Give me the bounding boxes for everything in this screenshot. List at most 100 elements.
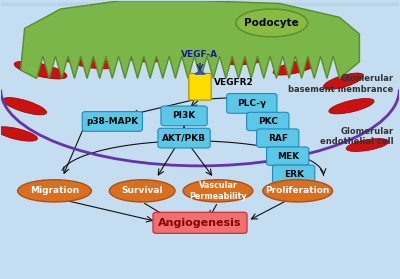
Polygon shape <box>21 1 360 78</box>
Bar <box>1 2 399 4</box>
FancyBboxPatch shape <box>227 93 277 113</box>
Text: MEK: MEK <box>277 152 299 161</box>
Bar <box>1 1 399 4</box>
Text: RAF: RAF <box>268 134 288 143</box>
Bar <box>1 3 399 5</box>
Bar <box>1 1 399 4</box>
Ellipse shape <box>273 60 318 75</box>
Bar <box>1 3 399 6</box>
Text: AKT/PKB: AKT/PKB <box>162 134 206 143</box>
Bar <box>1 3 399 6</box>
Bar <box>1 1 399 4</box>
Bar <box>1 3 399 6</box>
Bar <box>1 2 399 4</box>
Ellipse shape <box>329 98 374 114</box>
Text: ERK: ERK <box>284 170 304 179</box>
Bar <box>1 3 399 6</box>
Bar <box>1 2 399 5</box>
Bar <box>1 2 399 5</box>
Bar <box>1 2 399 4</box>
Bar <box>1 1 399 4</box>
Bar <box>1 3 399 5</box>
Bar <box>1 2 399 5</box>
Bar <box>1 2 399 4</box>
Bar <box>1 2 399 5</box>
Bar <box>1 3 399 6</box>
FancyBboxPatch shape <box>158 128 210 148</box>
Bar <box>1 1 399 4</box>
Bar <box>1 3 399 6</box>
Bar <box>1 1 399 4</box>
Text: PI3K: PI3K <box>172 111 196 121</box>
Bar <box>1 2 399 5</box>
Bar <box>1 3 399 6</box>
Bar <box>1 3 399 6</box>
Bar <box>1 1 399 4</box>
Bar <box>1 3 399 6</box>
Bar <box>1 2 399 5</box>
Bar <box>1 3 399 6</box>
Bar <box>1 3 399 6</box>
Bar <box>1 3 399 6</box>
Text: Angiogenesis: Angiogenesis <box>158 218 242 228</box>
FancyBboxPatch shape <box>161 106 207 126</box>
FancyBboxPatch shape <box>266 147 309 165</box>
Ellipse shape <box>117 50 164 62</box>
Ellipse shape <box>346 139 389 151</box>
Bar <box>1 1 399 4</box>
Ellipse shape <box>183 180 253 202</box>
Bar <box>1 3 399 6</box>
Bar <box>1 2 399 5</box>
Bar <box>1 3 399 5</box>
Bar <box>1 2 399 5</box>
Bar <box>1 1 399 4</box>
FancyBboxPatch shape <box>153 212 247 233</box>
Bar <box>1 2 399 5</box>
Bar <box>1 1 399 4</box>
Bar <box>1 2 399 5</box>
Bar <box>1 2 399 5</box>
Bar <box>1 2 399 5</box>
Bar <box>1 1 399 4</box>
Ellipse shape <box>109 180 175 202</box>
FancyBboxPatch shape <box>82 112 142 131</box>
Bar <box>1 3 399 5</box>
Bar <box>1 2 399 5</box>
Bar <box>1 1 399 4</box>
Bar <box>1 1 399 4</box>
Bar <box>1 3 399 5</box>
Bar <box>1 3 399 6</box>
Bar <box>1 2 399 5</box>
Bar <box>1 1 399 4</box>
Bar <box>1 3 399 6</box>
Ellipse shape <box>236 9 308 37</box>
Bar <box>1 1 399 4</box>
Bar <box>1 1 399 4</box>
Bar <box>1 1 399 4</box>
Bar <box>1 3 399 6</box>
Bar <box>1 3 399 5</box>
Bar <box>1 2 399 4</box>
Ellipse shape <box>3 98 46 115</box>
Bar <box>1 3 399 6</box>
Bar <box>1 1 399 3</box>
Bar <box>1 3 399 5</box>
Text: Survival: Survival <box>121 186 163 195</box>
FancyBboxPatch shape <box>247 112 289 131</box>
Bar <box>1 3 399 6</box>
Bar <box>1 3 399 6</box>
Bar <box>1 1 399 4</box>
Text: PLC-γ: PLC-γ <box>237 99 266 108</box>
Text: PKC: PKC <box>258 117 278 126</box>
Bar <box>1 3 399 6</box>
Bar <box>1 3 399 5</box>
Bar <box>1 3 399 6</box>
Bar <box>1 2 399 5</box>
Bar <box>1 1 399 4</box>
Bar <box>1 1 399 4</box>
FancyBboxPatch shape <box>189 73 211 100</box>
Bar <box>1 3 399 5</box>
Bar <box>1 2 399 4</box>
Bar <box>1 3 399 6</box>
Ellipse shape <box>224 53 272 65</box>
